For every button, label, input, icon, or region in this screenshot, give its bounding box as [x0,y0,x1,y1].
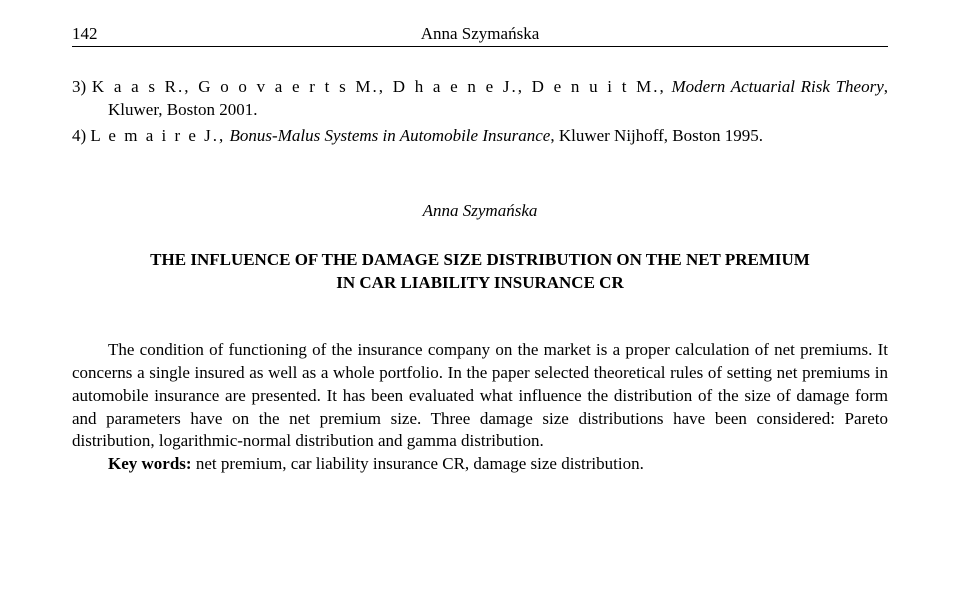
ref3-num: 3) [72,77,86,96]
page-number: 142 [72,24,132,44]
ref3-title: Modern Actuarial Risk Theory [671,77,883,96]
ref4-authors: L e m a i r e J., [90,126,225,145]
running-head: 142 Anna Szymańska [72,24,888,47]
page: 142 Anna Szymańska 3) K a a s R., G o o … [0,0,960,500]
ref3-authors: K a a s R., G o o v a e r t s M., D h a … [92,77,666,96]
running-head-author: Anna Szymańska [132,24,828,44]
abstract-paragraph: The condition of functioning of the insu… [72,339,888,453]
abstract-keywords: Key words: net premium, car liability in… [72,453,888,476]
ref4-title: Bonus-Malus Systems in Automobile Insura… [230,126,551,145]
reference-4: 4) L e m a i r e J., Bonus-Malus Systems… [72,124,888,147]
ref4-num: 4) [72,126,86,145]
reference-3: 3) K a a s R., G o o v a e r t s M., D h… [72,75,888,122]
ref4-tail: , Kluwer Nijhoff, Boston 1995. [550,126,763,145]
abstract-title-line2: IN CAR LIABILITY INSURANCE CR [336,273,623,292]
abstract-title-line1: THE INFLUENCE OF THE DAMAGE SIZE DISTRIB… [150,250,810,269]
abstract-title: THE INFLUENCE OF THE DAMAGE SIZE DISTRIB… [72,249,888,295]
references-block: 3) K a a s R., G o o v a e r t s M., D h… [72,75,888,147]
abstract-body: The condition of functioning of the insu… [72,339,888,476]
abstract-author: Anna Szymańska [72,201,888,221]
keywords-label: Key words: [108,454,192,473]
keywords-text: net premium, car liability insurance CR,… [192,454,644,473]
